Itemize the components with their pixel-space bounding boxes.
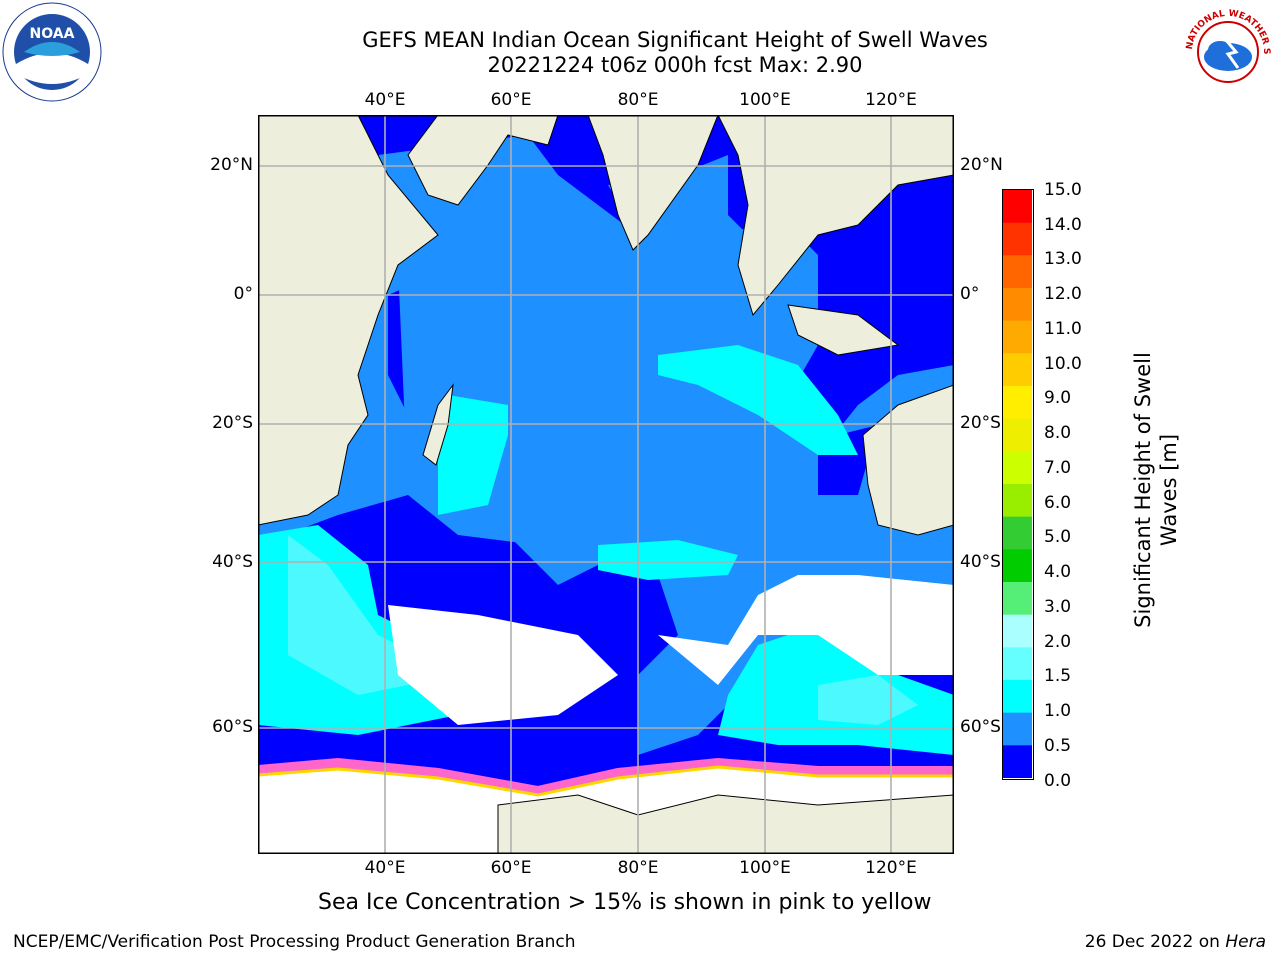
lon-tick-bottom: 40°E: [364, 858, 406, 878]
africa-land: [257, 114, 439, 526]
colorbar-label: 10.0: [1044, 354, 1082, 374]
colorbar-label: 8.0: [1044, 423, 1072, 443]
colorbar-swatch: [1003, 516, 1032, 550]
no-data-southwest: [388, 605, 618, 725]
lat-tick-left: 60°S: [212, 717, 253, 737]
lat-tick-right: 60°S: [960, 717, 1001, 737]
colorbar-swatch: [1003, 288, 1032, 322]
colorbar-swatch: [1003, 712, 1032, 746]
antarctica-land: [497, 794, 955, 855]
colorbar-label: 2.0: [1044, 632, 1072, 652]
colorbar-swatches: [1003, 190, 1032, 779]
colorbar-label: 6.0: [1044, 493, 1072, 513]
colorbar-title-line-2: Waves [m]: [1157, 433, 1181, 547]
lon-tick-bottom: 120°E: [865, 858, 917, 878]
title-line-1: GEFS MEAN Indian Ocean Significant Heigh…: [362, 28, 988, 52]
sea-ice-yellow-edge: [257, 765, 954, 797]
graticule: [258, 115, 954, 854]
footer-date-text: 26 Dec 2022 on: [1084, 932, 1226, 952]
lat-tick-left: 0°: [233, 284, 253, 304]
sea-ice-caption: Sea Ice Concentration > 15% is shown in …: [318, 890, 932, 915]
colorbar-swatch: [1003, 418, 1032, 452]
colorbar-swatch: [1003, 353, 1032, 387]
lat-tick-left: 40°S: [212, 552, 253, 572]
footer-date: 26 Dec 2022 on Hera: [1085, 932, 1266, 952]
colorbar-swatch: [1003, 614, 1032, 648]
cyan-swell-madagascar-east: [438, 395, 508, 515]
colorbar-label: 14.0: [1044, 215, 1082, 235]
colorbar-tick-labels: 15.0 14.0 13.0 12.0 11.0 10.0 9.0 8.0 7.…: [1044, 180, 1104, 800]
map-frame: [258, 115, 954, 854]
colorbar-swatch: [1003, 484, 1032, 518]
colorbar-label: 13.0: [1044, 249, 1082, 269]
lon-tick-bottom: 80°E: [617, 858, 659, 878]
footer-host: Hera: [1225, 932, 1266, 952]
colorbar-label: 7.0: [1044, 458, 1072, 478]
chart-title: GEFS MEAN Indian Ocean Significant Heigh…: [70, 28, 1280, 78]
colorbar-label: 15.0: [1044, 180, 1082, 200]
indonesia-land: [787, 304, 900, 356]
colorbar-title-line-1: Significant Height of Swell: [1131, 352, 1155, 628]
lon-tick-top: 40°E: [364, 90, 406, 110]
colorbar-label: 3.0: [1044, 597, 1072, 617]
australia-land: [862, 384, 955, 536]
lat-tick-left: 20°N: [210, 155, 253, 175]
lon-tick-bottom: 100°E: [739, 858, 791, 878]
colorbar-label: 9.0: [1044, 388, 1072, 408]
lat-tick-right: 20°N: [960, 155, 1003, 175]
map-svg: [257, 114, 955, 855]
light-swell-southeast: [818, 675, 918, 725]
colorbar-label: 5.0: [1044, 527, 1072, 547]
sea-ice-edge: [257, 757, 954, 797]
lon-tick-top: 60°E: [490, 90, 532, 110]
cyan-swell-equatorial: [658, 345, 858, 455]
noaa-logo: NOAA: [2, 2, 102, 102]
lon-tick-top: 80°E: [617, 90, 659, 110]
colorbar-title: Significant Height of Swell Waves [m]: [1130, 340, 1190, 640]
arabia-land: [407, 114, 559, 206]
lon-tick-bottom: 60°E: [490, 858, 532, 878]
lat-tick-right: 40°S: [960, 552, 1001, 572]
svg-text:NOAA: NOAA: [30, 26, 75, 42]
colorbar-swatch: [1003, 582, 1032, 616]
colorbar-swatch: [1003, 222, 1032, 256]
colorbar-swatch: [1003, 680, 1032, 714]
lat-tick-right: 20°S: [960, 413, 1001, 433]
mid-swell-center: [398, 235, 818, 555]
nws-logo: NATIONAL WEATHER SERVICE: [1175, 0, 1278, 102]
colorbar-swatch: [1003, 451, 1032, 485]
madagascar-land: [422, 383, 454, 466]
title-line-2: 20221224 t06z 000h fcst Max: 2.90: [487, 53, 863, 77]
no-data-southeast: [658, 575, 954, 685]
lon-tick-top: 100°E: [739, 90, 791, 110]
colorbar-label: 0.0: [1044, 771, 1072, 791]
colorbar-swatch: [1003, 320, 1032, 354]
colorbar-swatch: [1003, 647, 1032, 681]
colorbar-label: 0.5: [1044, 736, 1072, 756]
colorbar-label: 12.0: [1044, 284, 1082, 304]
colorbar-label: 11.0: [1044, 319, 1082, 339]
lat-tick-left: 20°S: [212, 413, 253, 433]
colorbar-label: 4.0: [1044, 562, 1072, 582]
cyan-swell-40s: [598, 540, 738, 580]
footer-credit: NCEP/EMC/Verification Post Processing Pr…: [13, 932, 576, 952]
colorbar-swatch: [1003, 745, 1032, 779]
map-panel: [257, 114, 955, 855]
colorbar: [1002, 189, 1034, 780]
colorbar-swatch: [1003, 386, 1032, 420]
colorbar-label: 1.0: [1044, 701, 1072, 721]
lon-tick-top: 120°E: [865, 90, 917, 110]
colorbar-swatch: [1003, 190, 1032, 224]
colorbar-label: 1.5: [1044, 666, 1072, 686]
colorbar-swatch: [1003, 255, 1032, 289]
lat-tick-right: 0°: [960, 284, 980, 304]
colorbar-swatch: [1003, 549, 1032, 583]
